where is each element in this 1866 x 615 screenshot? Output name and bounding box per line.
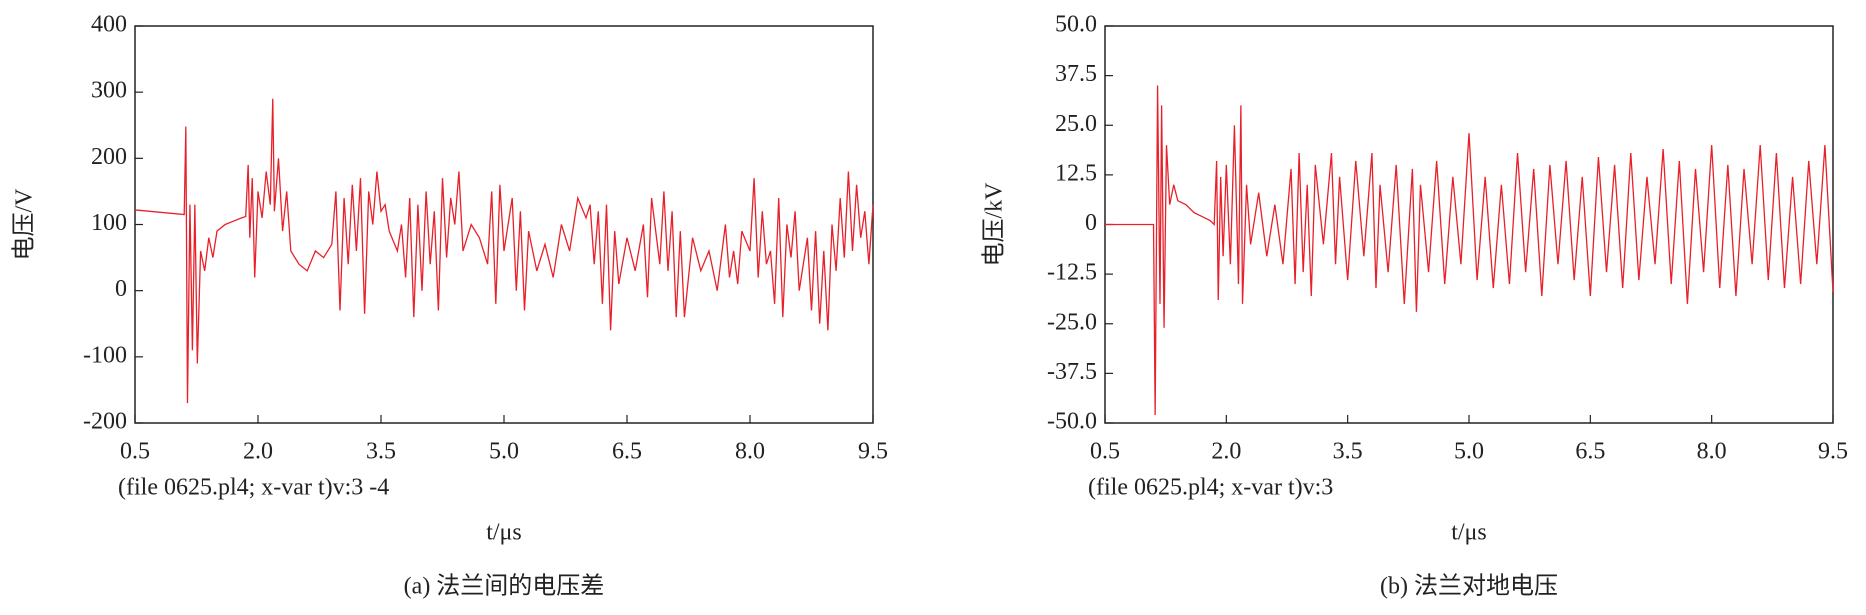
y-tick-label: 0 xyxy=(115,276,127,302)
x-tick-label: 8.0 xyxy=(1697,439,1727,465)
signal-line xyxy=(134,98,874,404)
file-note: (file 0625.pl4; x-var t)v:3 xyxy=(1088,475,1333,501)
x-tick-label: 2.0 xyxy=(1211,439,1241,465)
y-tick-label: 0 xyxy=(1085,210,1097,236)
x-axis-label: t/μs xyxy=(1451,520,1487,546)
y-tick-label: -50.0 xyxy=(1047,409,1097,435)
caption: (a) 法兰间的电压差 xyxy=(404,573,605,600)
y-tick-label: -25.0 xyxy=(1047,309,1097,335)
x-tick-label: 6.5 xyxy=(1575,439,1605,465)
y-tick-label: -37.5 xyxy=(1047,359,1097,385)
x-tick-label: 3.5 xyxy=(1333,439,1363,465)
caption: (b) 法兰对地电压 xyxy=(1380,573,1558,600)
x-tick-label: 6.5 xyxy=(612,439,642,465)
y-tick-label: 37.5 xyxy=(1055,61,1097,87)
file-note: (file 0625.pl4; x-var t)v:3 -4 xyxy=(118,475,389,501)
y-tick-label: -100 xyxy=(83,342,127,368)
signal-line xyxy=(1105,85,1834,416)
y-tick-label: 200 xyxy=(91,144,127,170)
x-tick-label: 9.5 xyxy=(1818,439,1848,465)
x-tick-label: 5.0 xyxy=(1454,439,1484,465)
y-tick-label: 25.0 xyxy=(1055,111,1097,137)
x-tick-label: 9.5 xyxy=(858,439,888,465)
x-tick-label: 5.0 xyxy=(489,439,519,465)
x-axis-label: t/μs xyxy=(486,520,522,546)
y-tick-label: 50.0 xyxy=(1055,12,1097,38)
x-tick-label: 2.0 xyxy=(243,439,273,465)
y-tick-label: 300 xyxy=(91,78,127,104)
y-tick-label: 100 xyxy=(91,210,127,236)
x-tick-label: 8.0 xyxy=(735,439,765,465)
x-tick-label: 3.5 xyxy=(366,439,396,465)
x-tick-label: 0.5 xyxy=(120,439,150,465)
y-tick-label: 400 xyxy=(91,12,127,38)
y-axis-label: 电压/kV xyxy=(981,182,1008,267)
y-tick-label: 12.5 xyxy=(1055,160,1097,186)
y-tick-label: -12.5 xyxy=(1047,260,1097,286)
plot-frame xyxy=(134,25,874,424)
y-axis-label: 电压/V xyxy=(11,188,38,261)
y-tick-label: -200 xyxy=(83,409,127,435)
x-tick-label: 0.5 xyxy=(1090,439,1120,465)
